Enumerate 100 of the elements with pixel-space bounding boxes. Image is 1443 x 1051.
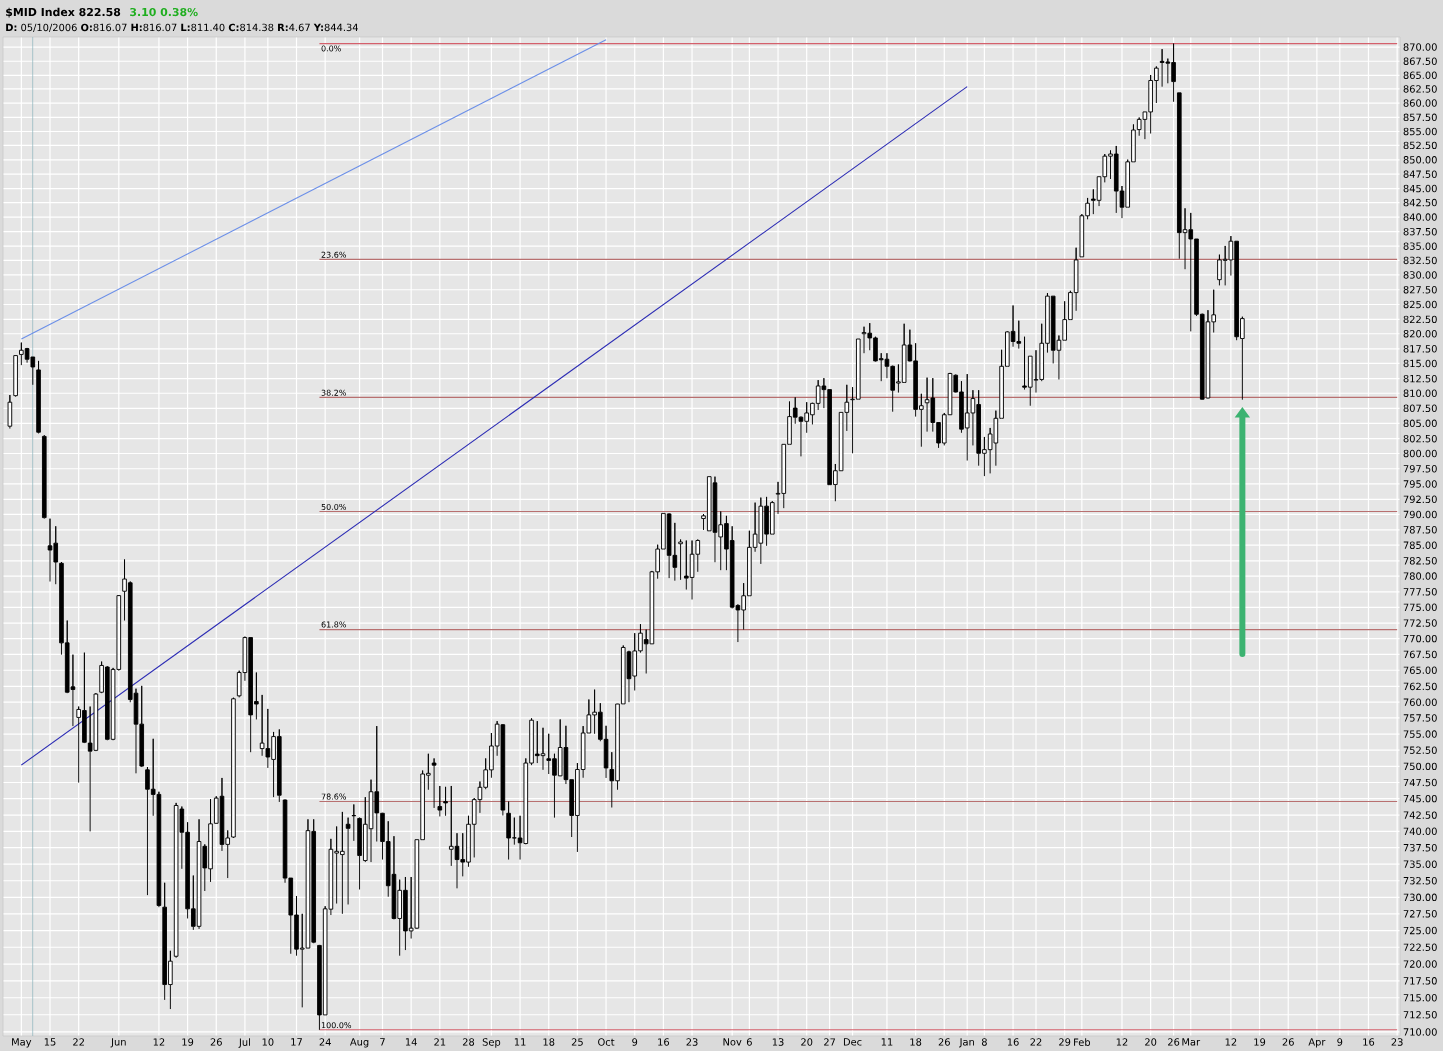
- y-tick-label: 807.50: [1403, 404, 1437, 413]
- y-tick-label: 820.00: [1403, 330, 1437, 338]
- x-tick-label: Aug: [350, 1038, 369, 1048]
- y-tick-label: 722.50: [1403, 943, 1437, 951]
- y-tick-label: 835.00: [1403, 242, 1437, 250]
- x-tick-label: 27: [824, 1038, 836, 1046]
- x-tick-label: 13: [772, 1038, 784, 1046]
- y-tick-label: 720.00: [1403, 960, 1437, 968]
- y-tick-label: 772.50: [1403, 619, 1437, 627]
- series-label: 61.8%: [321, 621, 347, 628]
- y-tick-label: 725.00: [1403, 926, 1437, 935]
- y-tick-label: 792.50: [1403, 495, 1437, 504]
- series-label: 0.0%: [321, 45, 341, 52]
- x-tick-label: 15: [44, 1038, 56, 1046]
- x-tick-label: 12: [1225, 1038, 1237, 1046]
- y-tick-label: 760.00: [1403, 698, 1437, 706]
- y-tick-label: 847.50: [1403, 170, 1437, 178]
- y-tick-label: 850.00: [1403, 156, 1437, 164]
- y-tick-label: 860.00: [1403, 99, 1437, 107]
- y-tick-label: 825.00: [1403, 300, 1437, 309]
- y-tick-label: 727.50: [1403, 910, 1437, 918]
- y-tick-label: 812.50: [1403, 374, 1437, 383]
- x-tick-label: 26: [1168, 1038, 1180, 1046]
- x-tick-label: Mar: [1182, 1038, 1201, 1046]
- y-tick-label: 740.00: [1403, 827, 1437, 836]
- x-tick-label: 21: [434, 1038, 446, 1046]
- text: D: 05/10/2006 O:816.07 H:816.07 L:811.40 C:814.38 R:4.67 Y:844.34: [6, 23, 358, 32]
- x-tick-label: Nov: [723, 1038, 742, 1046]
- y-tick-label: 805.00: [1403, 419, 1437, 428]
- series-label: 78.6%: [321, 793, 347, 800]
- y-tick-label: 857.50: [1403, 113, 1437, 122]
- y-tick-label: 710.00: [1403, 1028, 1437, 1036]
- y-tick-label: 855.00: [1403, 127, 1437, 136]
- y-tick-label: 790.00: [1403, 510, 1437, 519]
- x-tick-label: 8: [981, 1038, 987, 1046]
- y-tick-label: 775.00: [1403, 603, 1437, 612]
- y-tick-label: 827.50: [1403, 286, 1437, 294]
- y-tick-label: 815.00: [1403, 359, 1437, 368]
- y-tick-label: 832.50: [1403, 256, 1437, 265]
- series-label: 100.0%: [321, 1022, 352, 1029]
- x-tick-label: 23: [686, 1038, 698, 1046]
- x-tick-label: 14: [405, 1038, 417, 1046]
- y-tick-label: 777.50: [1403, 588, 1437, 596]
- series-label: 50.0%: [321, 503, 347, 510]
- y-tick-label: 867.50: [1403, 57, 1437, 65]
- x-tick-label: 10: [262, 1038, 274, 1046]
- x-tick-label: 26: [938, 1038, 950, 1046]
- y-tick-label: 742.50: [1403, 811, 1437, 819]
- y-tick-label: 747.50: [1403, 778, 1437, 787]
- y-tick-label: 845.00: [1403, 184, 1437, 193]
- x-tick-label: 22: [73, 1038, 84, 1046]
- x-tick-label: 26: [1282, 1038, 1294, 1046]
- x-tick-label: 29: [1059, 1038, 1071, 1046]
- chart-title: $MID Index 822.58: [6, 7, 121, 18]
- y-tick-label: 862.50: [1403, 85, 1437, 93]
- y-tick-label: 810.00: [1403, 389, 1437, 397]
- x-tick-label: Feb: [1074, 1038, 1091, 1046]
- y-tick-label: 717.50: [1403, 977, 1437, 985]
- x-tick-label: 16: [658, 1038, 670, 1046]
- x-tick-label: 16: [1007, 1038, 1019, 1046]
- text: 3.10 0.38%: [130, 7, 198, 17]
- x-tick-label: 16: [1363, 1038, 1375, 1046]
- y-tick-label: 750.00: [1403, 762, 1437, 771]
- y-tick-label: 852.50: [1403, 141, 1437, 150]
- x-tick-label: 12: [1116, 1038, 1128, 1046]
- y-tick-label: 787.50: [1403, 526, 1437, 534]
- y-tick-label: 842.50: [1403, 198, 1437, 207]
- y-tick-label: 822.50: [1403, 315, 1437, 324]
- x-tick-label: 17: [291, 1038, 302, 1046]
- y-tick-label: 765.00: [1403, 666, 1437, 674]
- y-tick-label: 817.50: [1403, 345, 1437, 353]
- y-tick-label: 767.50: [1403, 650, 1437, 659]
- y-tick-label: 840.00: [1403, 213, 1437, 221]
- y-tick-label: 770.00: [1403, 634, 1437, 643]
- x-tick-label: Apr: [1308, 1038, 1326, 1048]
- x-tick-label: 9: [1337, 1038, 1343, 1046]
- y-tick-label: 730.00: [1403, 893, 1437, 902]
- y-tick-label: 802.50: [1403, 434, 1437, 443]
- y-tick-label: 837.50: [1403, 227, 1437, 236]
- x-tick-label: 6: [746, 1038, 752, 1046]
- y-tick-label: 762.50: [1403, 682, 1437, 691]
- x-tick-label: 12: [153, 1038, 165, 1046]
- y-tick-label: 800.00: [1403, 449, 1437, 458]
- x-tick-label: 23: [1391, 1038, 1403, 1046]
- x-tick-label: 7: [380, 1038, 385, 1046]
- series-label: 38.2%: [321, 389, 347, 396]
- x-tick-label: Jul: [238, 1038, 250, 1048]
- x-tick-label: Jun: [110, 1038, 126, 1048]
- x-tick-label: 11: [881, 1038, 893, 1046]
- y-tick-label: 732.50: [1403, 877, 1437, 885]
- x-tick-label: 19: [1254, 1038, 1266, 1046]
- x-tick-label: 26: [210, 1038, 222, 1046]
- y-tick-label: 795.00: [1403, 480, 1437, 488]
- y-tick-label: 870.00: [1403, 43, 1437, 51]
- x-tick-label: Sep: [482, 1038, 501, 1048]
- series-label: 23.6%: [321, 251, 347, 258]
- y-tick-label: 865.00: [1403, 71, 1437, 80]
- x-tick-label: Dec: [843, 1038, 862, 1046]
- x-tick-label: Jan: [959, 1038, 974, 1048]
- x-tick-label: 20: [1145, 1038, 1157, 1046]
